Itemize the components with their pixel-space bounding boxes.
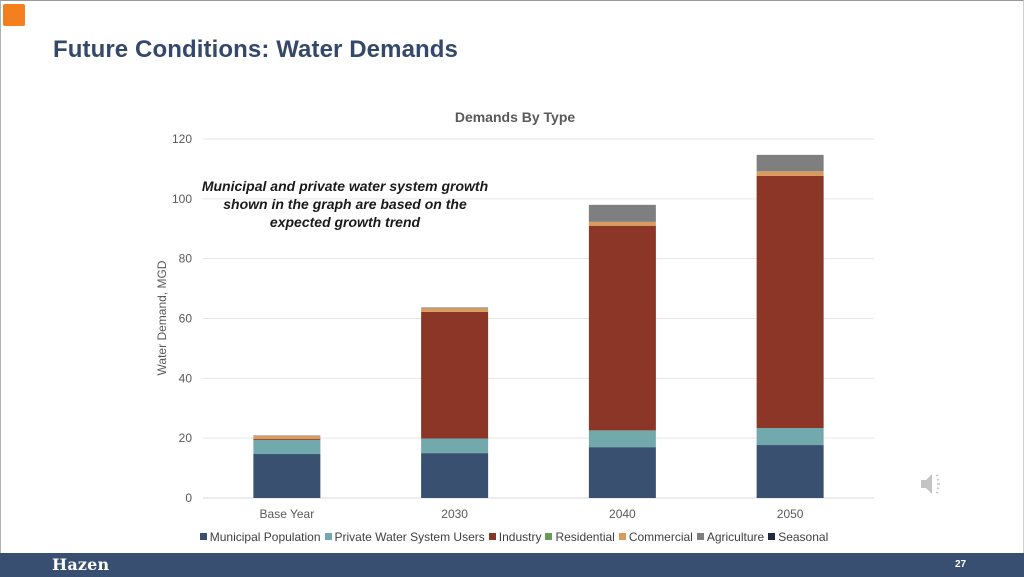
bar-segment-municipal-population	[421, 453, 489, 498]
bars	[253, 154, 824, 498]
legend-swatch	[324, 533, 332, 540]
x-tick-label: Base Year	[260, 507, 315, 521]
bar-segment-private-water-system-users	[253, 439, 321, 455]
bar-segment-private-water-system-users	[421, 438, 489, 454]
bar-segment-industry	[588, 225, 656, 431]
footer-bar: Hazen 27	[0, 553, 1024, 577]
x-tick-label: 2030	[441, 507, 468, 521]
y-tick-label: 40	[179, 371, 193, 385]
x-tick-labels: Base Year 2030 2040 2050	[260, 507, 804, 521]
chart-title-wrap: Demands By Type	[0, 109, 1024, 125]
bar-segment-municipal-population	[588, 447, 656, 498]
bar-segment-agriculture	[421, 307, 489, 309]
bar-segment-commercial	[253, 436, 321, 440]
legend-item: Commercial	[618, 530, 693, 544]
y-axis-label: Water Demand, MGD	[155, 260, 169, 375]
bar-segment-industry	[421, 311, 489, 439]
legend-item: Seasonal	[768, 530, 828, 544]
chart-annotation: Municipal and private water system growt…	[201, 178, 489, 230]
bar-segment-private-water-system-users	[588, 430, 656, 448]
y-tick-label: 100	[172, 192, 192, 206]
bar-segment-municipal-population	[756, 445, 824, 498]
legend-item: Industry	[488, 530, 542, 544]
legend-label: Private Water System Users	[334, 530, 485, 544]
legend-label: Municipal Population	[209, 530, 321, 544]
legend-label: Seasonal	[778, 530, 829, 544]
legend-swatch	[199, 533, 207, 540]
brand-accent-square	[3, 4, 25, 26]
y-tick-label: 60	[179, 312, 193, 326]
bar-segment-municipal-population	[253, 454, 321, 498]
bar-segment-agriculture	[756, 154, 824, 172]
legend-label: Residential	[555, 530, 615, 544]
bar-segment-commercial	[588, 221, 656, 226]
bar-segment-commercial	[756, 171, 824, 176]
bar-segment-agriculture	[588, 204, 656, 222]
y-tick-label: 0	[185, 491, 192, 505]
legend-label: Industry	[498, 530, 542, 544]
legend-swatch	[618, 533, 626, 540]
bar-segment-industry	[756, 175, 824, 428]
legend-item: Private Water System Users	[324, 530, 485, 544]
chart-title: Demands By Type	[454, 109, 576, 125]
slide-title: Future Conditions: Water Demands	[53, 36, 458, 63]
legend-swatch	[488, 533, 496, 540]
legend-item: Agriculture	[696, 530, 765, 544]
legend-swatch	[768, 533, 776, 540]
legend-label: Agriculture	[706, 530, 765, 544]
bar-segment-agriculture	[253, 435, 321, 437]
bar-segment-commercial	[421, 308, 489, 312]
hazen-logo: Hazen	[52, 555, 110, 574]
page-number: 27	[955, 559, 967, 570]
bar-segment-industry	[253, 439, 321, 440]
y-tick-labels: 0 20 40 60 80 100 120	[172, 132, 192, 505]
y-tick-label: 120	[172, 132, 192, 146]
bar-segment-private-water-system-users	[756, 427, 824, 446]
legend-item: Municipal Population	[199, 530, 321, 544]
x-tick-label: 2050	[777, 507, 804, 521]
legend-swatch	[545, 533, 553, 540]
legend-item: Residential	[545, 530, 615, 544]
speaker-icon[interactable]	[918, 470, 948, 498]
legend-label: Commercial	[628, 530, 693, 544]
legend-swatch	[696, 533, 704, 540]
y-tick-label: 20	[179, 431, 193, 445]
y-tick-label: 80	[179, 252, 193, 266]
chart-legend: Municipal Population Private Water System…	[0, 530, 1024, 544]
x-tick-label: 2040	[609, 507, 636, 521]
